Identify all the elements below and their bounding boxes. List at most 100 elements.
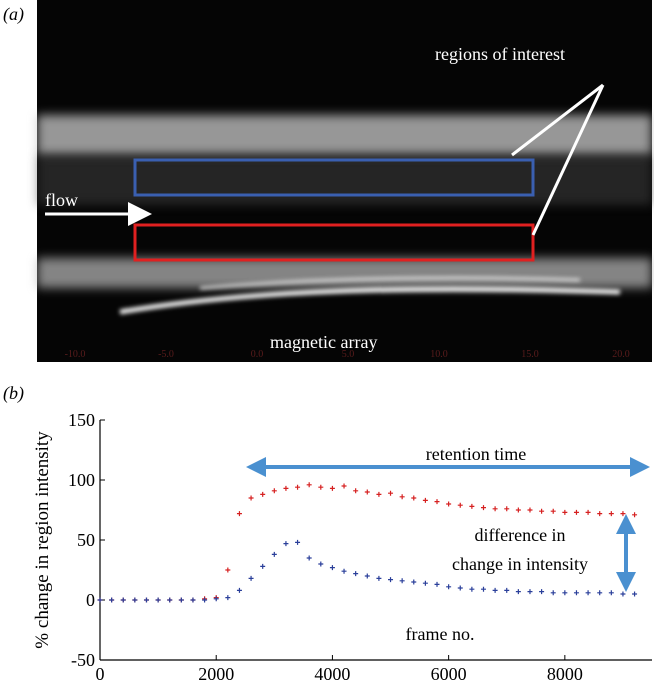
- y-tick-label: -50: [71, 650, 95, 670]
- panel-label: (a): [3, 4, 24, 25]
- y-tick-label: 100: [68, 470, 95, 490]
- annotation: magnetic array: [270, 332, 377, 352]
- point: [236, 587, 242, 593]
- point: [539, 508, 545, 514]
- point: [306, 555, 312, 561]
- point: [364, 573, 370, 579]
- point: [236, 511, 242, 517]
- point: [585, 590, 591, 596]
- point: [492, 587, 498, 593]
- point: [271, 551, 277, 557]
- point: [527, 507, 533, 513]
- point: [295, 484, 301, 490]
- point: [225, 567, 231, 573]
- point: [434, 499, 440, 505]
- point: [341, 483, 347, 489]
- point: [283, 541, 289, 547]
- point: [271, 488, 277, 494]
- point: [120, 597, 126, 603]
- point: [202, 597, 208, 603]
- point: [504, 506, 510, 512]
- point: [480, 586, 486, 592]
- point: [608, 511, 614, 517]
- panel-label: (b): [3, 383, 24, 404]
- scale-label: 0.0: [251, 349, 264, 360]
- x-axis-label: frame no.: [406, 624, 475, 644]
- point: [504, 587, 510, 593]
- point: [585, 509, 591, 515]
- point: [515, 507, 521, 513]
- point: [225, 595, 231, 601]
- x-tick-label: 2000: [198, 664, 234, 684]
- point: [353, 571, 359, 577]
- scale-label: 5.0: [342, 349, 355, 360]
- point: [306, 482, 312, 488]
- scale-label: 20.0: [612, 349, 630, 360]
- y-tick-label: 0: [86, 590, 95, 610]
- point: [364, 489, 370, 495]
- point: [260, 491, 266, 497]
- point: [353, 488, 359, 494]
- point: [295, 539, 301, 545]
- point: [132, 597, 138, 603]
- point: [388, 577, 394, 583]
- point: [608, 590, 614, 596]
- annotation: retention time: [426, 444, 526, 464]
- point: [376, 575, 382, 581]
- point: [143, 597, 149, 603]
- scale-label: 15.0: [521, 349, 539, 360]
- point: [213, 596, 219, 602]
- point: [388, 490, 394, 496]
- point: [550, 508, 556, 514]
- ultrasound-image: [37, 0, 652, 362]
- point: [329, 485, 335, 491]
- point: [492, 506, 498, 512]
- scale-label: -5.0: [158, 349, 174, 360]
- point: [539, 589, 545, 595]
- point: [329, 565, 335, 571]
- point: [97, 597, 103, 603]
- point: [399, 578, 405, 584]
- point: [573, 509, 579, 515]
- image-scale: -10.0 -5.0 0.0 5.0 10.0 15.0 20.0: [65, 349, 630, 360]
- point: [597, 511, 603, 517]
- y-tick-label: 50: [77, 530, 95, 550]
- point: [632, 591, 638, 597]
- scale-label: 10.0: [430, 349, 448, 360]
- point: [527, 589, 533, 595]
- point: [562, 590, 568, 596]
- point: [190, 597, 196, 603]
- point: [422, 580, 428, 586]
- point: [469, 586, 475, 592]
- y-tick-label: 150: [68, 410, 95, 430]
- scale-label: -10.0: [65, 349, 86, 360]
- point: [620, 511, 626, 517]
- point: [399, 494, 405, 500]
- point: [411, 579, 417, 585]
- point: [248, 575, 254, 581]
- x-tick-label: 4000: [314, 664, 350, 684]
- point: [457, 502, 463, 508]
- point: [248, 495, 254, 501]
- point: [283, 485, 289, 491]
- point: [318, 561, 324, 567]
- point: [515, 589, 521, 595]
- x-tick-label: 0: [96, 664, 105, 684]
- point: [341, 568, 347, 574]
- x-tick-label: 8000: [547, 664, 583, 684]
- point: [155, 597, 161, 603]
- point: [167, 597, 173, 603]
- point: [446, 501, 452, 507]
- point: [550, 590, 556, 596]
- annotation: flow: [45, 190, 78, 210]
- point: [632, 512, 638, 518]
- point: [422, 497, 428, 503]
- point: [109, 597, 115, 603]
- point: [597, 590, 603, 596]
- point: [457, 585, 463, 591]
- point: [620, 591, 626, 597]
- point: [446, 584, 452, 590]
- point: [178, 597, 184, 603]
- x-tick-label: 6000: [431, 664, 467, 684]
